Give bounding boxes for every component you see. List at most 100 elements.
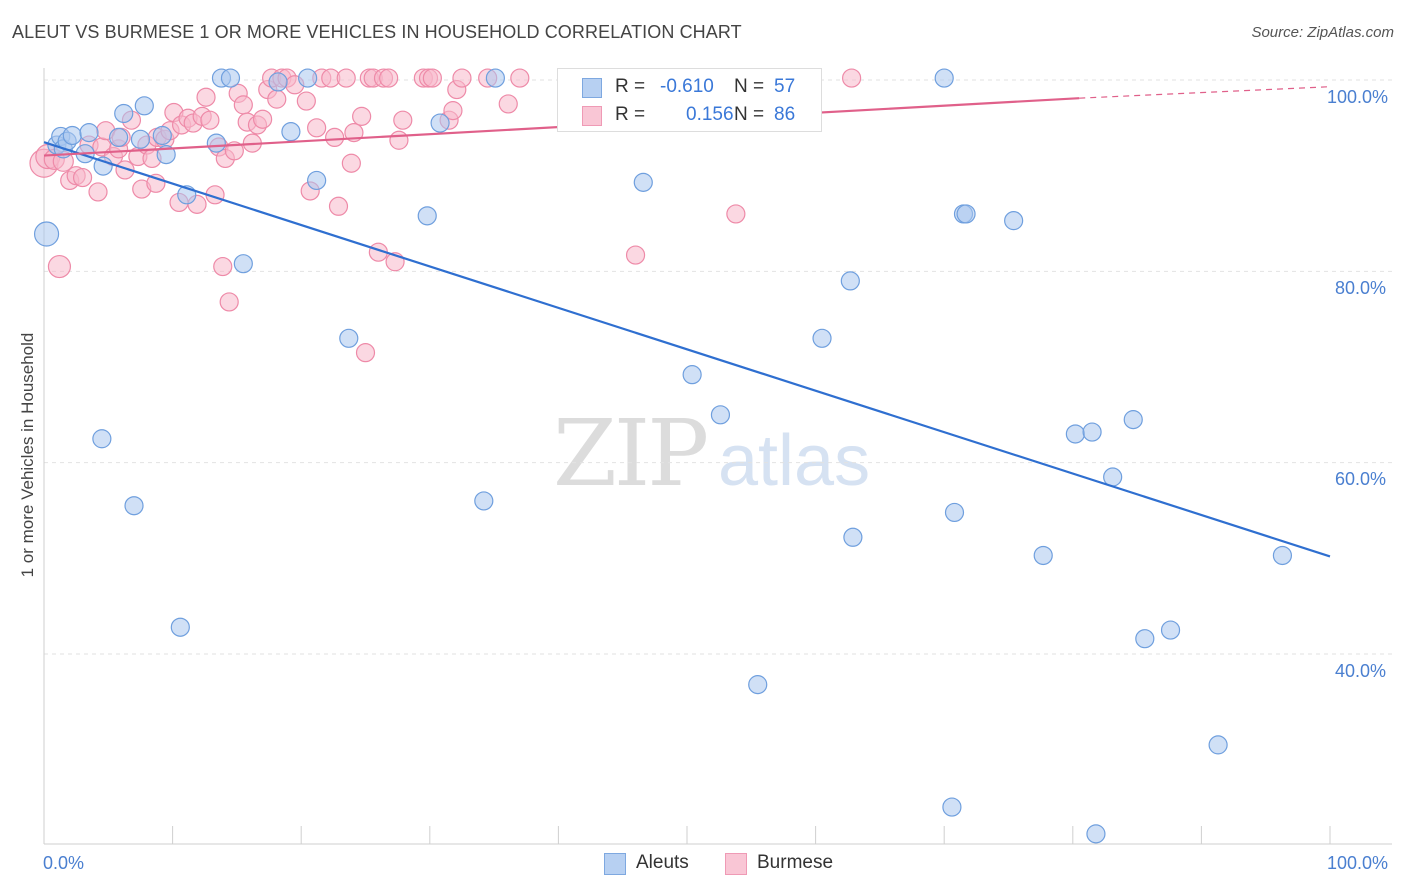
burmese-point: [422, 68, 442, 88]
aleut-point: [1135, 629, 1155, 649]
burmese-point: [393, 110, 413, 130]
aleut-point: [134, 96, 154, 116]
burmese-point: [267, 89, 287, 109]
aleut-point: [281, 122, 301, 142]
aleuts-r-value: -0.610: [660, 76, 714, 97]
aleuts-swatch: [582, 78, 602, 98]
aleut-point: [220, 68, 241, 88]
chart-title: ALEUT VS BURMESE 1 OR MORE VEHICLES IN H…: [12, 22, 742, 42]
burmese-point: [296, 91, 316, 111]
aleut-point: [633, 172, 653, 192]
aleut-point: [1160, 620, 1181, 640]
watermark-atlas: atlas: [718, 421, 871, 501]
burmese-point: [726, 204, 746, 224]
burmese-point: [213, 256, 233, 277]
burmese-point: [88, 182, 108, 202]
burmese-swatch: [582, 106, 602, 126]
y-tick-label-100: 100.0%: [1327, 87, 1389, 107]
aleut-point: [114, 103, 134, 124]
aleut-point: [843, 527, 863, 547]
bottom-aleuts-swatch: [604, 853, 626, 875]
burmese-point: [510, 68, 530, 88]
aleut-point: [268, 72, 288, 92]
aleut-point: [170, 617, 190, 637]
burmese-point: [498, 94, 518, 114]
aleut-point: [233, 254, 253, 274]
burmese-point: [233, 95, 253, 115]
burmese-n-value: 86: [774, 104, 796, 125]
burmese-point: [325, 127, 345, 147]
burmese-point: [443, 101, 463, 121]
aleut-point: [956, 204, 976, 224]
burmese-point: [219, 292, 239, 312]
aleut-point: [944, 502, 965, 523]
burmese-point: [352, 106, 372, 126]
aleuts-n-value: 57: [774, 76, 796, 97]
aleut-point: [108, 127, 129, 147]
stats-legend: R = -0.610 N = 57 R = 0.156 N = 86: [557, 68, 822, 132]
burmese-point: [328, 196, 349, 216]
burmese-point: [389, 130, 409, 150]
aleut-point: [62, 125, 82, 146]
y-tick-label-60: 60.0%: [1335, 469, 1387, 489]
aleut-point: [682, 365, 702, 385]
aleut-point: [1065, 424, 1085, 444]
bottom-burmese-label: Burmese: [757, 852, 834, 873]
burmese-trend-line-projection: [1079, 86, 1331, 99]
aleut-point: [485, 68, 505, 88]
bottom-burmese-swatch: [725, 853, 747, 875]
y-tick-label-40: 40.0%: [1335, 661, 1387, 681]
aleut-point: [840, 271, 860, 291]
burmese-point: [115, 160, 135, 180]
aleut-point: [1208, 735, 1228, 755]
aleut-point: [748, 675, 768, 695]
watermark-zip: ZIP: [553, 400, 709, 507]
aleut-point: [1086, 824, 1106, 844]
burmese-point: [200, 110, 220, 130]
x-tick-label-max: 100.0%: [1327, 853, 1389, 873]
aleut-point: [33, 221, 60, 247]
aleut-point: [206, 133, 226, 153]
bottom-aleuts-label: Aleuts: [636, 852, 689, 873]
aleut-point: [1004, 211, 1024, 231]
aleut-point: [307, 170, 327, 191]
burmese-point: [72, 167, 93, 188]
aleut-point: [79, 123, 99, 143]
aleut-point: [934, 68, 954, 88]
burmese-point: [625, 245, 646, 265]
aleut-point: [1272, 545, 1293, 566]
burmese-point: [253, 109, 273, 129]
aleut-point: [1123, 410, 1143, 430]
legend-n-label: N =: [734, 76, 765, 97]
legend-r-label: R =: [615, 76, 646, 97]
aleut-point: [124, 496, 144, 516]
burmese-point: [336, 68, 356, 88]
aleut-point: [1082, 422, 1102, 442]
burmese-point: [452, 68, 472, 88]
burmese-point: [842, 68, 862, 88]
legend-r-label: R =: [615, 104, 646, 125]
aleut-point: [339, 328, 359, 348]
aleut-point: [130, 129, 151, 149]
burmese-point: [341, 153, 361, 173]
aleut-point: [1033, 545, 1053, 566]
aleut-point: [152, 125, 172, 146]
legend-n-label: N =: [734, 104, 765, 125]
burmese-r-value: 0.156: [686, 104, 734, 125]
burmese-point: [196, 87, 216, 107]
aleut-trend-line: [43, 141, 1331, 558]
aleut-point: [298, 68, 318, 88]
aleut-point: [942, 797, 962, 817]
x-tick-label-min: 0.0%: [43, 853, 85, 873]
y-tick-label-80: 80.0%: [1335, 278, 1387, 298]
burmese-point: [379, 68, 399, 88]
burmese-point: [307, 118, 327, 138]
burmese-point: [47, 254, 72, 279]
aleut-point: [92, 429, 112, 449]
aleut-point: [474, 491, 494, 511]
aleut-point: [417, 206, 437, 226]
aleut-point: [710, 405, 731, 425]
aleut-point: [812, 328, 832, 348]
source-label: Source: ZipAtlas.com: [1251, 24, 1394, 41]
